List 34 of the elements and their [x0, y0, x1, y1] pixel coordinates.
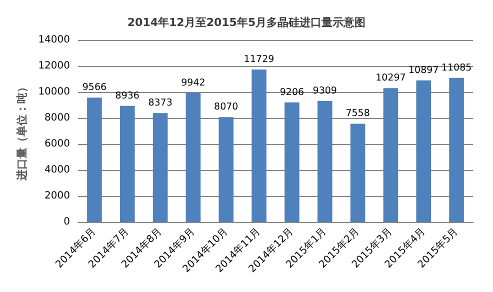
bar	[252, 70, 266, 222]
bar	[120, 106, 135, 222]
data-label: 11729	[244, 54, 274, 66]
y-tick-label: 12000	[38, 60, 70, 72]
data-label: 9942	[181, 77, 206, 88]
y-tick-label: 8000	[44, 112, 70, 124]
y-tick-label: 6000	[44, 138, 70, 150]
data-label: 8936	[115, 90, 140, 102]
data-label: 9206	[280, 86, 304, 98]
y-tick-label: 14000	[38, 34, 70, 46]
chart-title: 2014年12月至2015年5月多晶硅进口量示意图	[127, 16, 366, 29]
bar	[416, 80, 432, 222]
data-label: 9566	[82, 82, 107, 94]
bar	[449, 78, 464, 222]
y-tick-label: 4000	[44, 164, 70, 176]
bar	[317, 100, 332, 222]
bar	[350, 124, 366, 222]
data-label: 9309	[312, 85, 337, 96]
data-label: 8070	[214, 102, 238, 113]
bar	[152, 113, 168, 222]
bar	[218, 117, 234, 222]
y-tick-label: 2000	[44, 190, 70, 202]
bar	[284, 102, 300, 222]
data-label: 10897	[408, 64, 439, 76]
y-axis-title: 进口量（单位：吨）	[15, 82, 28, 182]
y-tick-label: 0	[64, 216, 70, 228]
data-label: 7558	[346, 108, 370, 120]
bar	[186, 92, 201, 222]
bar	[87, 98, 102, 222]
data-label: 11085	[441, 62, 472, 74]
data-label: 10297	[376, 72, 406, 84]
data-label: 8373	[148, 98, 172, 109]
bar	[383, 88, 398, 222]
y-tick-label: 10000	[38, 86, 70, 98]
